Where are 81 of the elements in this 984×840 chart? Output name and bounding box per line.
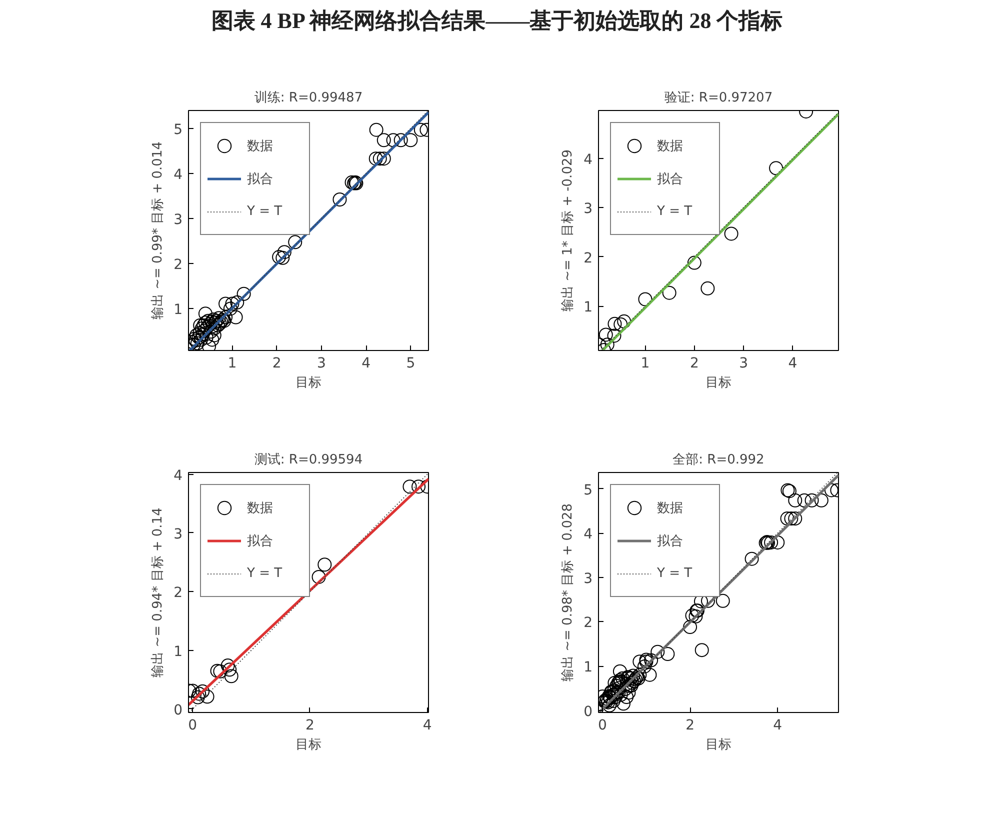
- y-tick-label: 4: [174, 468, 183, 484]
- y-axis-title: 输出 ~= 0.99* 目标 + 0.014: [150, 141, 166, 320]
- legend-label: 拟合: [657, 532, 684, 550]
- x-tick-label: 2: [306, 718, 314, 734]
- chart-title: 全部: R=0.992: [672, 452, 764, 468]
- point: [687, 256, 702, 270]
- x-axis-title: 目标: [296, 738, 322, 752]
- legend-label: 拟合: [657, 170, 684, 188]
- point: [196, 684, 210, 698]
- text: 图表 4 BP 神经网络拟合结果——基于初始选取的 28 个指标: [211, 7, 783, 35]
- y-tick-label: 5: [174, 122, 183, 138]
- point: [222, 662, 237, 677]
- point: [200, 690, 214, 704]
- legend-label: Y = T: [247, 204, 284, 219]
- x-tick-label: 4: [422, 718, 432, 734]
- point: [224, 669, 238, 684]
- legend-label: 数据: [657, 500, 684, 516]
- legend-label: 数据: [657, 138, 684, 154]
- y-tick-label: 1: [584, 660, 593, 676]
- chart-title: 训练: R=0.99487: [254, 90, 363, 106]
- y-tick-label: 1: [174, 644, 183, 660]
- x-tick-label: 2: [272, 356, 282, 372]
- point: [190, 690, 205, 704]
- x-tick-label: 3: [739, 356, 748, 372]
- point: [598, 328, 613, 342]
- x-tick-label: 2: [690, 356, 699, 372]
- legend-label: 拟合: [247, 170, 274, 188]
- x-tick-label: 4: [788, 356, 798, 372]
- y-tick-label: 2: [584, 250, 593, 266]
- x-tick-label: 4: [773, 718, 782, 734]
- point: [412, 480, 426, 494]
- y-axis-title: 输出 ~= 1* 目标 + -0.029: [560, 149, 576, 312]
- y-tick-label: 3: [174, 526, 183, 542]
- x-tick-label: 0: [188, 718, 198, 734]
- point: [700, 281, 715, 296]
- y-tick-label: 2: [584, 615, 593, 632]
- x-axis-title: 目标: [706, 738, 732, 752]
- point: [617, 314, 632, 328]
- y-tick-label: 1: [174, 302, 183, 318]
- chart-title: 测试: R=0.99594: [254, 452, 363, 468]
- point: [210, 664, 224, 678]
- y-tick-label: 4: [584, 526, 593, 543]
- x-tick-label: 1: [228, 356, 237, 372]
- point: [220, 658, 235, 673]
- point: [312, 570, 326, 584]
- x-axis-title: 目标: [296, 376, 322, 390]
- y-tick-label: 3: [584, 570, 593, 587]
- point: [402, 480, 417, 494]
- x-tick-label: 2: [686, 718, 694, 734]
- y-tick-label: 4: [584, 152, 593, 168]
- point: [608, 316, 622, 331]
- legend-label: Y = T: [657, 566, 694, 581]
- y-tick-label: 0: [584, 704, 593, 720]
- point: [213, 664, 228, 678]
- point: [600, 338, 614, 350]
- x-axis-title: 目标: [706, 376, 732, 390]
- chart-title: 验证: R=0.97207: [664, 90, 773, 106]
- y-tick-label: 4: [174, 166, 183, 183]
- y-tick-label: 3: [584, 201, 593, 218]
- legend-label: 数据: [247, 500, 274, 516]
- y-tick-label: 2: [174, 256, 183, 273]
- y-tick-label: 2: [174, 585, 183, 602]
- y-tick-label: 1: [584, 300, 593, 316]
- y-tick-label: 3: [174, 212, 183, 228]
- x-tick-label: 5: [406, 356, 416, 372]
- point: [192, 686, 206, 701]
- point: [607, 328, 622, 343]
- y-axis-title: 输出 ~= 0.94* 目标 + 0.14: [150, 508, 166, 678]
- y-axis-title: 输出 ~= 0.98* 目标 + 0.028: [560, 503, 576, 682]
- x-tick-label: 1: [640, 356, 650, 372]
- legend-label: Y = T: [657, 204, 694, 219]
- y-tick-label: 5: [584, 482, 593, 498]
- x-tick-label: 0: [598, 718, 607, 734]
- y-tick-label: 0: [174, 702, 183, 718]
- x-tick-label: 3: [316, 356, 326, 372]
- legend-label: 拟合: [247, 532, 274, 550]
- legend-label: 数据: [247, 138, 274, 154]
- x-tick-label: 4: [362, 356, 371, 372]
- legend-label: Y = T: [247, 566, 284, 581]
- point: [318, 558, 332, 572]
- point: [724, 226, 738, 241]
